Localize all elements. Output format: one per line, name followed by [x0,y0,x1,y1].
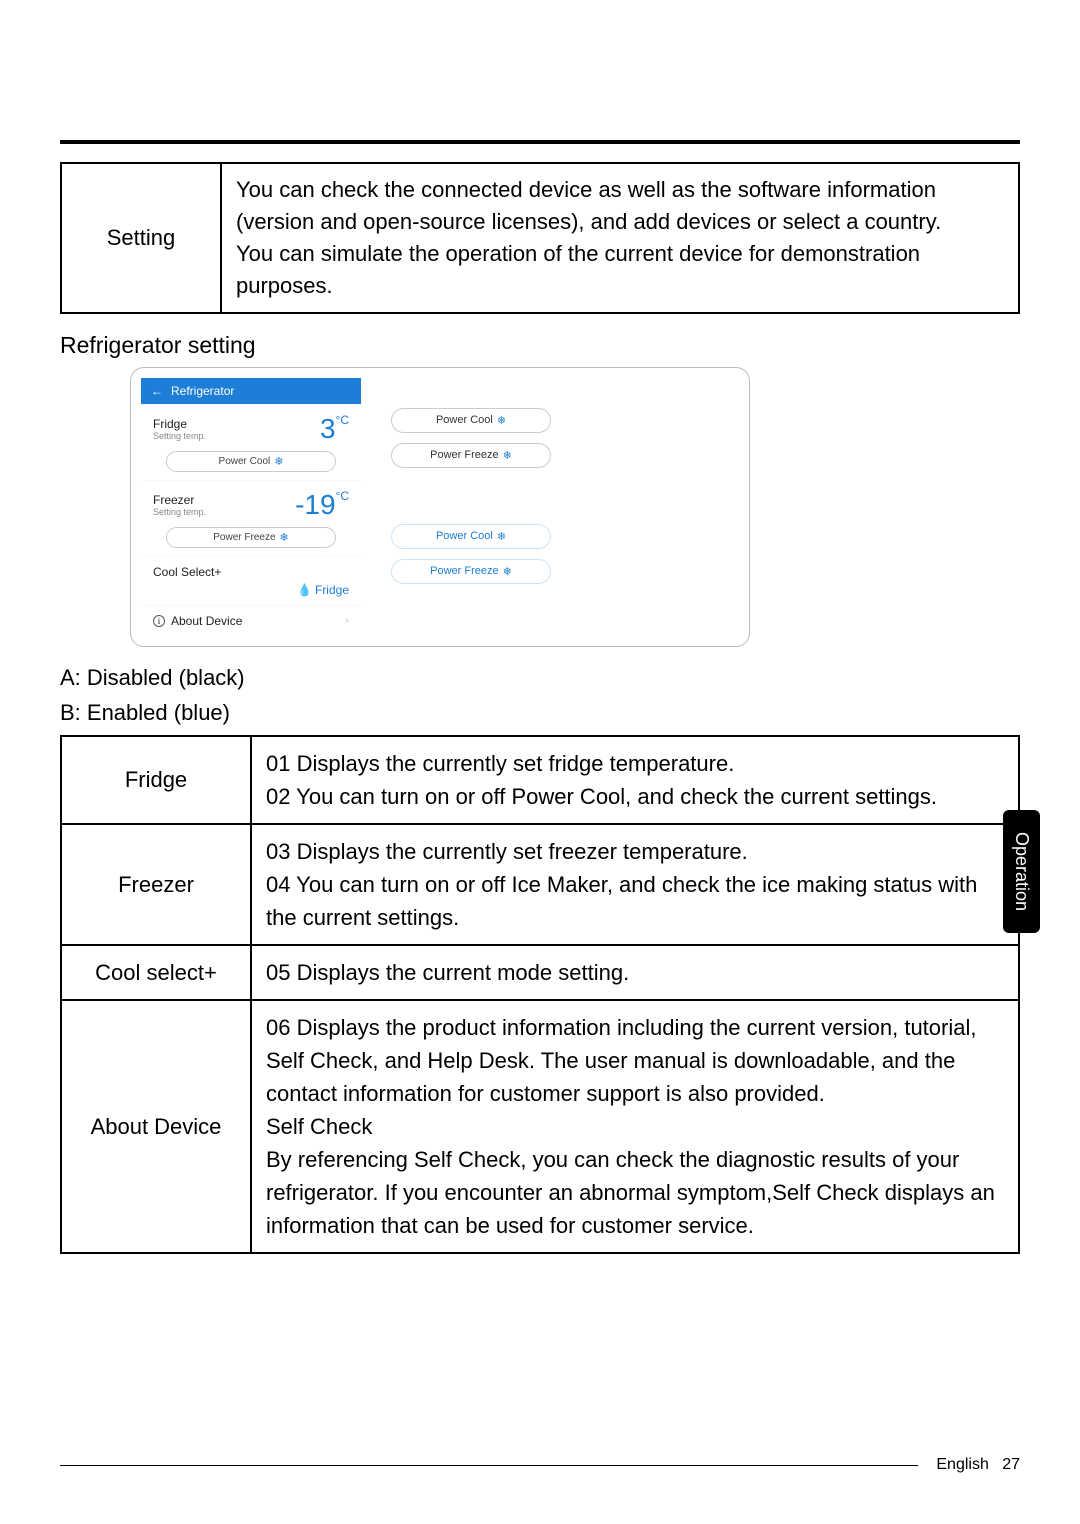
fridge-desc-text: 01 Displays the currently set fridge tem… [251,736,1019,824]
fridge-temp-value: 3 [320,413,336,444]
freezer-section[interactable]: Freezer Setting temp. -19°C Power Freeze… [141,481,361,556]
setting-table: Setting You can check the connected devi… [60,162,1020,314]
fridge-sublabel: Setting temp. [153,431,206,441]
fridge-desc-label: Fridge [61,736,251,824]
snowflake-icon: ❄ [274,455,283,468]
setting-label-cell: Setting [61,163,221,313]
power-freeze-enabled-label: Power Freeze [430,565,498,577]
coolselect-desc-label: Cool select+ [61,945,251,1000]
power-cool-enabled-label: Power Cool [436,530,493,542]
coolselect-section[interactable]: Cool Select+ 💧 Fridge [141,557,361,605]
power-freeze-button[interactable]: Power Freeze ❄ [166,527,336,548]
phone-mockup: ← Refrigerator Fridge Setting temp. 3°C … [141,378,361,636]
side-tab: Operation [1003,810,1040,933]
fridge-section[interactable]: Fridge Setting temp. 3°C Power Cool ❄ [141,405,361,480]
about-desc-text: 06 Displays the product information incl… [251,1000,1019,1253]
power-cool-label: Power Cool [219,456,271,467]
freezer-label: Freezer [153,493,206,507]
power-freeze-disabled-example: Power Freeze ❄ [391,443,551,468]
page-footer: English 27 [60,1456,1020,1474]
snowflake-icon: ❄ [503,565,512,578]
button-examples: Power Cool ❄ Power Freeze ❄ Power Cool ❄… [391,378,551,584]
freezer-sublabel: Setting temp. [153,507,206,517]
phone-header[interactable]: ← Refrigerator [141,378,361,404]
power-freeze-enabled-example: Power Freeze ❄ [391,559,551,584]
legend-a: A: Disabled (black) [60,661,1020,694]
freezer-desc-text: 03 Displays the currently set freezer te… [251,824,1019,945]
freezer-temp-value: -19 [295,489,335,520]
fridge-temp: 3°C [320,413,349,445]
fridge-label: Fridge [153,417,206,431]
section-heading: Refrigerator setting [60,332,1020,359]
power-cool-button[interactable]: Power Cool ❄ [166,451,336,472]
about-device-row[interactable]: i About Device › [141,606,361,636]
footer-page-number: 27 [1002,1456,1020,1473]
about-device-label: About Device [171,614,242,628]
freezer-temp: -19°C [295,489,349,521]
freezer-desc-label: Freezer [61,824,251,945]
coolselect-label: Cool Select+ [153,565,221,579]
footer-language: English [936,1456,988,1473]
setting-text: You can check the connected device as we… [236,177,941,298]
coolselect-value-text: Fridge [315,583,349,597]
snowflake-icon: ❄ [497,530,506,543]
phone-header-title: Refrigerator [171,384,234,398]
info-icon: i [153,615,165,627]
power-cool-enabled-example: Power Cool ❄ [391,524,551,549]
legend-b: B: Enabled (blue) [60,696,1020,729]
coolselect-value: 💧 Fridge [297,583,349,597]
chevron-right-icon: › [346,615,349,626]
power-freeze-label: Power Freeze [213,532,275,543]
snowflake-icon: ❄ [497,414,506,427]
power-cool-disabled-example: Power Cool ❄ [391,408,551,433]
snowflake-icon: ❄ [280,531,289,544]
about-desc-label: About Device [61,1000,251,1253]
fridge-temp-unit: °C [336,413,349,427]
power-cool-disabled-label: Power Cool [436,414,493,426]
coolselect-desc-text: 05 Displays the current mode setting. [251,945,1019,1000]
freezer-temp-unit: °C [336,489,349,503]
droplet-icon: 💧 [297,583,312,597]
back-icon[interactable]: ← [151,384,163,398]
setting-label: Setting [107,225,176,250]
setting-text-cell: You can check the connected device as we… [221,163,1019,313]
power-freeze-disabled-label: Power Freeze [430,449,498,461]
description-table: Fridge 01 Displays the currently set fri… [60,735,1020,1254]
snowflake-icon: ❄ [503,449,512,462]
screenshot-container: ← Refrigerator Fridge Setting temp. 3°C … [130,367,1020,647]
